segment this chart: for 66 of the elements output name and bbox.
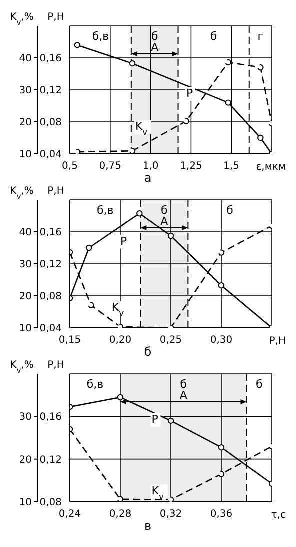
y-axis-title: P,Н: [48, 186, 64, 197]
x-tick-label: 0,20: [109, 335, 132, 346]
y-tick-label: 0,08: [40, 498, 62, 509]
text: в: [143, 519, 153, 533]
y-tick-label: 0,08: [40, 292, 62, 303]
x-tick-label: 0,30: [210, 335, 233, 346]
x-tick-label: 0,75: [99, 161, 122, 172]
x-axis-title: P,Н: [269, 336, 286, 347]
y-axis-title: P,Н: [48, 360, 64, 371]
annotation: б,в: [96, 204, 114, 217]
annotation: б,в: [92, 30, 110, 43]
series-label: P: [120, 234, 128, 248]
series-label: K$_{v}$: [135, 120, 148, 138]
annotation: б: [161, 204, 168, 217]
y2-tick-label: 10: [19, 498, 32, 509]
y2-tick-label: 20: [19, 292, 32, 303]
y2-tick-label: 40: [19, 54, 32, 65]
annotation: б,в: [86, 378, 104, 391]
y2-tick-label: 20: [19, 454, 32, 466]
x-tick-label: 1,25: [180, 161, 202, 172]
series-label: P: [152, 413, 159, 426]
annotation: б: [210, 30, 218, 43]
y2-tick-label: 10: [19, 324, 32, 335]
annotation: б: [226, 204, 234, 217]
y-tick-label: 0,04: [40, 324, 62, 335]
text: б: [143, 345, 153, 359]
y2-tick-label: 30: [19, 86, 32, 97]
y-tick-label: 0,04: [40, 150, 62, 161]
annotation: г: [258, 30, 264, 43]
y-tick-label: 0,16: [40, 228, 62, 239]
y2-axis-title: K$_{v}$,%: [10, 186, 34, 200]
y2-tick-label: 10: [19, 150, 32, 161]
x-tick-label: 0,15: [58, 335, 82, 346]
annotation: б: [180, 378, 188, 391]
x-tick-label: 1,5: [224, 161, 240, 172]
text: а: [143, 171, 153, 185]
y-tick-label: 0,12: [40, 454, 62, 466]
y2-tick-label: 40: [19, 228, 32, 239]
series-label: P: [186, 87, 194, 100]
y2-tick-label: 20: [19, 118, 32, 129]
y2-axis-title: K$_{v}$,%: [10, 12, 34, 26]
x-axis-title: τ,с: [271, 510, 286, 521]
y-axis-title: P,Н: [48, 12, 64, 23]
series-label: K$_{v}$: [112, 301, 124, 318]
band-label: A: [151, 41, 160, 54]
band-label: A: [160, 215, 169, 228]
y2-tick-label: 30: [19, 260, 32, 271]
series-label: K$_{v}$: [152, 484, 164, 502]
annotation: б: [151, 30, 158, 43]
band-label: A: [180, 389, 188, 402]
x-axis-title: ε,мкм: [256, 162, 286, 173]
x-tick-label: 1,0: [142, 161, 159, 172]
y-tick-label: 0,16: [40, 412, 62, 424]
y-tick-label: 0,12: [40, 86, 62, 97]
x-tick-label: 0,28: [109, 509, 132, 520]
x-tick-label: 0,25: [160, 335, 182, 346]
x-tick-label: 0,32: [160, 509, 182, 520]
annotation: б: [256, 378, 263, 391]
x-tick-label: 0,36: [210, 509, 233, 520]
y-tick-label: 0,16: [40, 54, 62, 65]
y2-tick-label: 30: [19, 412, 32, 424]
x-tick-label: 0,24: [58, 509, 82, 520]
y2-axis-title: K$_{v}$,%: [10, 360, 34, 374]
x-tick-label: 0,5: [62, 161, 78, 172]
y-tick-label: 0,12: [40, 260, 62, 271]
y-tick-label: 0,08: [40, 118, 62, 129]
